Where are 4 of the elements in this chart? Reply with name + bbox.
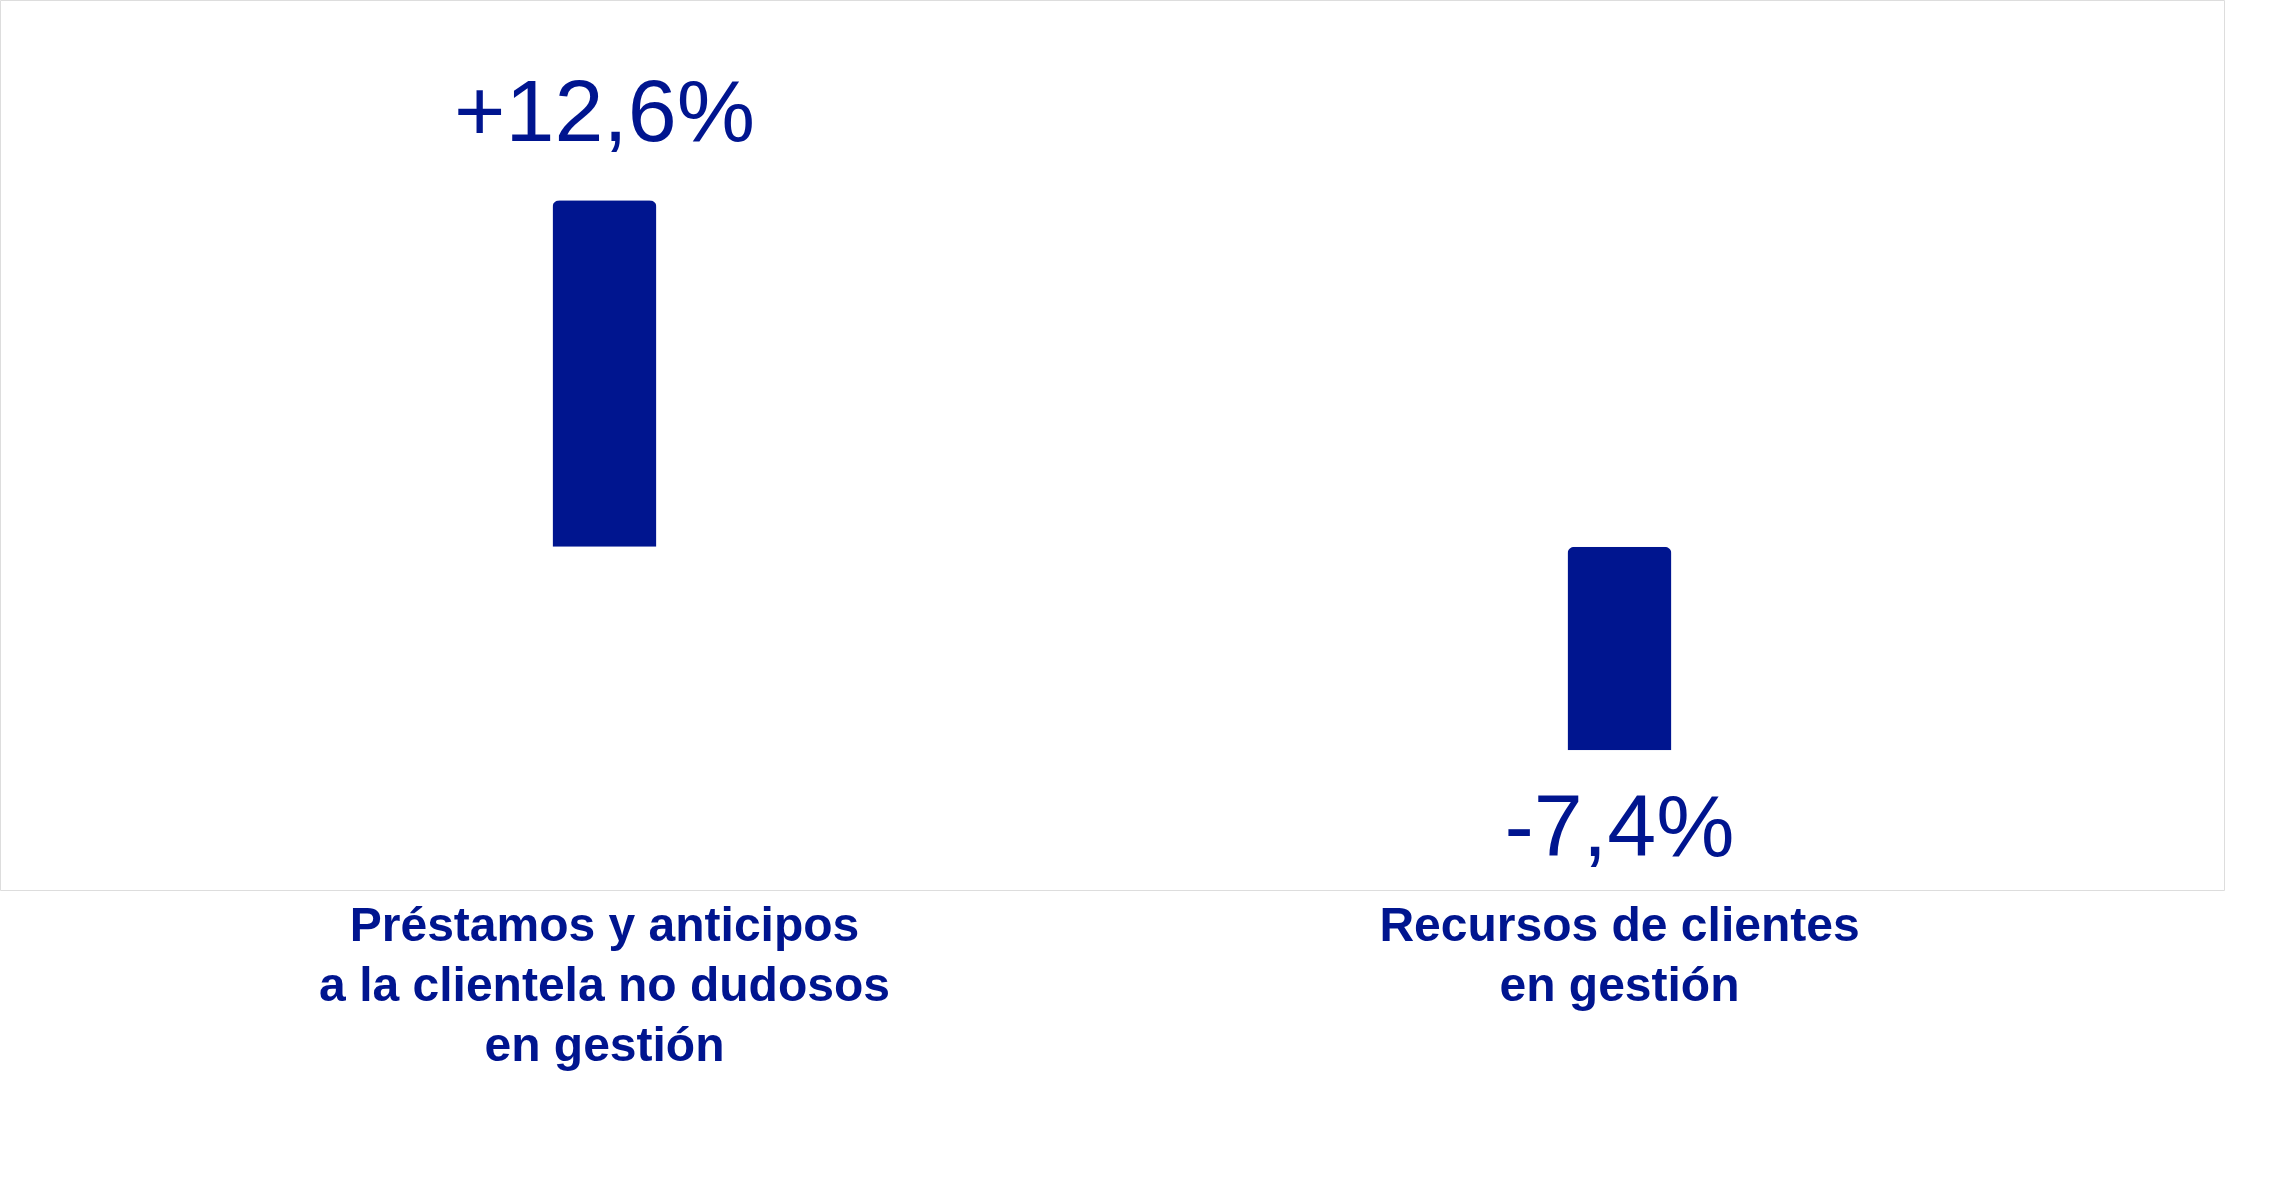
data-label: -7,4% — [1504, 776, 1735, 876]
x-tick-label: Préstamos y anticipos a la clientela no dudosos en gestión — [319, 897, 890, 1071]
x-tick-label: Recursos de clientes en gestión — [1379, 897, 1860, 1011]
data-label: +12,6% — [454, 61, 755, 161]
